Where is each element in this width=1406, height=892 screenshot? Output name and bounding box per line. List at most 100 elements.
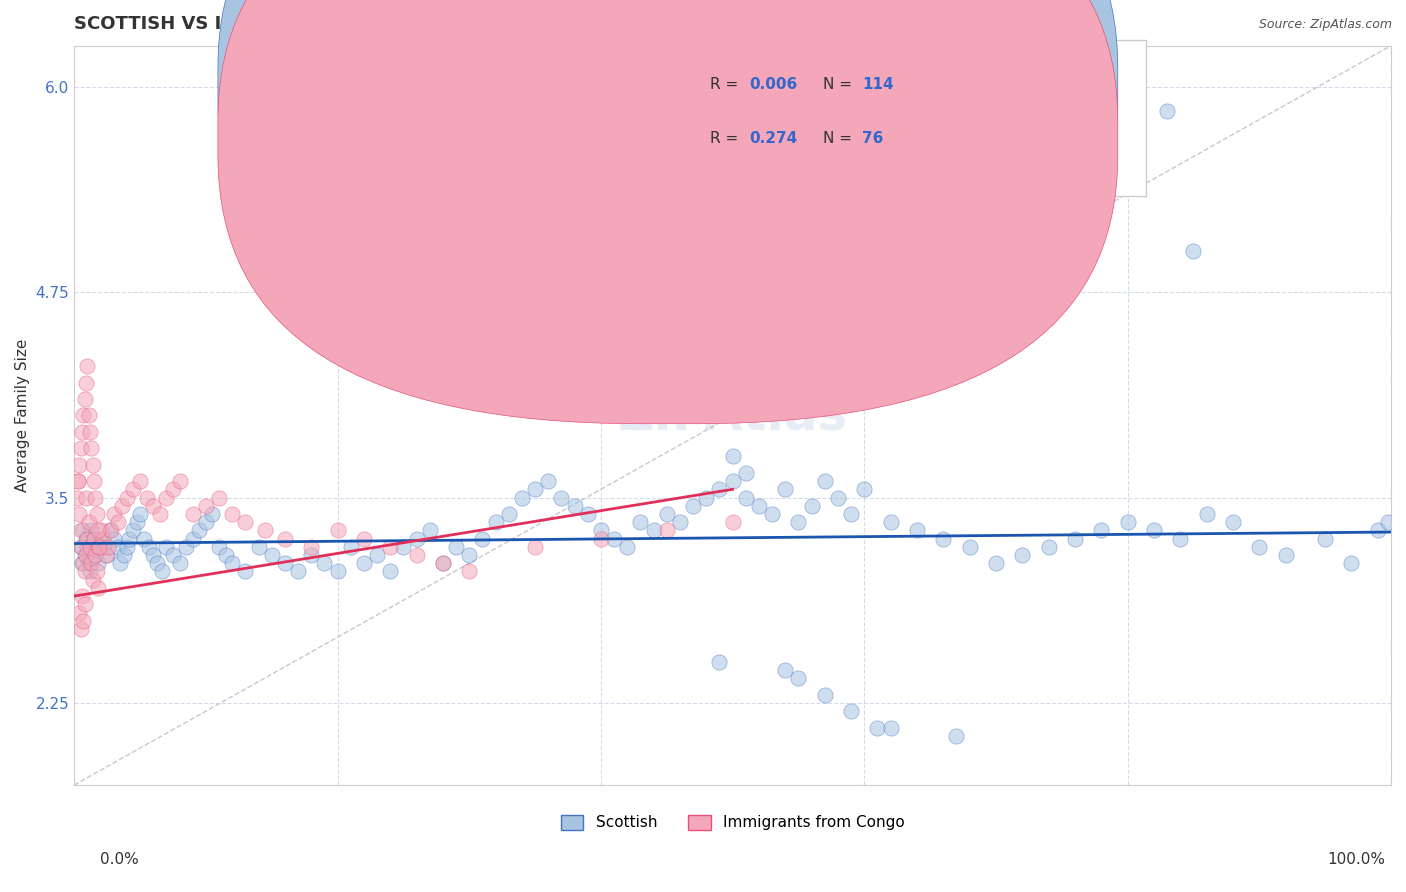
Text: 100.0%: 100.0% (1327, 852, 1386, 867)
Point (405, 548, 427, 562)
Point (432, 556, 454, 570)
Point (827, 491, 849, 505)
Point (107, 515, 129, 529)
Point (564, 359, 586, 373)
Text: N =: N = (823, 131, 856, 145)
Point (748, 499, 770, 513)
Point (444, 540, 467, 554)
Text: SCOTTISH VS IMMIGRANTS FROM CONGO AVERAGE FAMILY SIZE CORRELATION CHART: SCOTTISH VS IMMIGRANTS FROM CONGO AVERAG… (75, 15, 941, 33)
Point (96, 548, 118, 562)
Point (1116, 515, 1139, 529)
Point (155, 540, 177, 554)
Point (73, 548, 96, 562)
Point (221, 507, 243, 521)
Text: R =: R = (710, 78, 744, 92)
Point (83, 532, 105, 546)
Point (1376, 515, 1399, 529)
Point (97, 540, 120, 554)
Point (932, 532, 955, 546)
Point (84, 548, 107, 562)
Point (127, 515, 149, 529)
Point (73, 565, 96, 579)
Point (75, 376, 97, 390)
Point (787, 515, 810, 529)
Point (208, 540, 231, 554)
Point (149, 507, 172, 521)
Point (1064, 532, 1087, 546)
Point (91, 532, 114, 546)
Point (471, 532, 494, 546)
Point (1143, 524, 1166, 538)
Point (247, 540, 270, 554)
Point (86, 565, 108, 579)
Point (69, 524, 91, 538)
Point (89, 532, 111, 546)
Point (118, 532, 141, 546)
Text: R =: R = (710, 131, 744, 145)
Point (299, 548, 322, 562)
Text: 0.006: 0.006 (749, 78, 797, 92)
Point (380, 565, 402, 579)
Point (643, 392, 665, 406)
Point (550, 491, 572, 505)
Point (682, 499, 704, 513)
Point (353, 556, 375, 570)
Text: 76: 76 (862, 131, 883, 145)
Point (537, 474, 560, 488)
Point (326, 524, 349, 538)
Point (221, 556, 243, 570)
Point (721, 450, 744, 464)
Point (643, 524, 665, 538)
Point (155, 491, 177, 505)
Point (75, 548, 97, 562)
Point (510, 491, 533, 505)
Point (142, 548, 165, 562)
Point (89, 540, 111, 554)
Point (115, 491, 138, 505)
Point (775, 663, 797, 677)
Point (181, 507, 204, 521)
Point (66, 491, 89, 505)
Point (110, 556, 132, 570)
Point (162, 548, 184, 562)
Point (135, 491, 157, 505)
Point (1249, 540, 1271, 554)
Point (194, 515, 217, 529)
Point (72, 409, 94, 423)
Point (589, 524, 612, 538)
Point (709, 483, 731, 497)
Point (80, 556, 103, 570)
Text: N =: N = (823, 78, 856, 92)
Point (69, 622, 91, 636)
Point (761, 507, 783, 521)
Point (75, 532, 97, 546)
Point (1340, 556, 1362, 570)
Point (84, 548, 107, 562)
Point (67, 474, 90, 488)
Point (1090, 524, 1112, 538)
Point (260, 548, 283, 562)
Y-axis label: Average Family Size: Average Family Size (15, 339, 30, 492)
Point (70, 540, 93, 554)
Point (181, 532, 204, 546)
Text: Source: ZipAtlas.com: Source: ZipAtlas.com (1258, 18, 1392, 31)
Point (201, 507, 224, 521)
Point (945, 729, 967, 743)
Point (800, 499, 823, 513)
Point (353, 532, 375, 546)
Legend: Scottish, Immigrants from Congo: Scottish, Immigrants from Congo (554, 808, 911, 837)
Point (115, 540, 138, 554)
Point (79, 540, 101, 554)
Point (1024, 268, 1046, 283)
Point (146, 556, 169, 570)
Point (524, 540, 547, 554)
Point (905, 524, 928, 538)
Point (132, 532, 155, 546)
Point (83, 474, 105, 488)
Point (87, 556, 110, 570)
Point (274, 556, 297, 570)
Point (524, 483, 547, 497)
Point (76, 532, 98, 546)
Point (1038, 540, 1060, 554)
Point (208, 491, 231, 505)
